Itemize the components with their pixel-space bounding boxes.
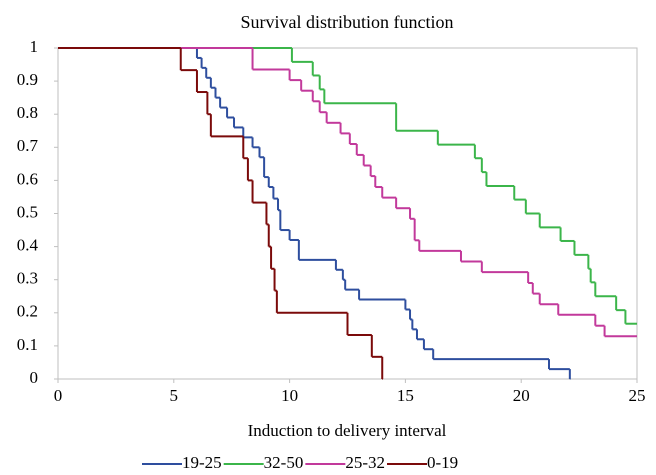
- x-axis-label: Induction to delivery interval: [248, 421, 447, 440]
- y-tick-label: 0: [30, 368, 39, 387]
- y-tick-label: 0.6: [17, 169, 38, 188]
- x-tick-label: 10: [281, 386, 298, 405]
- y-tick-label: 0.9: [17, 70, 38, 89]
- legend-label: 25-32: [345, 453, 385, 472]
- legend-label: 19-25: [182, 453, 222, 472]
- y-tick-label: 0.4: [17, 236, 39, 255]
- y-tick-label: 0.3: [17, 269, 38, 288]
- y-tick-label: 1: [30, 37, 39, 56]
- y-tick-label: 0.5: [17, 202, 38, 221]
- x-tick-label: 15: [397, 386, 414, 405]
- y-tick-label: 0.7: [17, 136, 39, 155]
- x-tick-label: 20: [513, 386, 530, 405]
- legend-label: 32-50: [264, 453, 304, 472]
- chart-title: Survival distribution function: [241, 12, 454, 32]
- x-tick-label: 5: [170, 386, 179, 405]
- y-tick-label: 0.8: [17, 103, 38, 122]
- x-tick-label: 0: [54, 386, 63, 405]
- y-tick-label: 0.2: [17, 302, 38, 321]
- x-tick-label: 25: [629, 386, 646, 405]
- legend-label: 0-19: [427, 453, 458, 472]
- y-tick-label: 0.1: [17, 335, 38, 354]
